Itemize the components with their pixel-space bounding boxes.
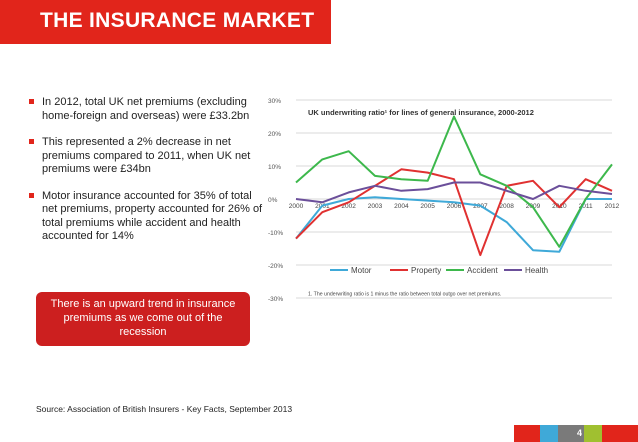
callout-box: There is an upward trend in insurance pr… (36, 292, 250, 346)
chart-title: UK underwriting ratio¹ for lines of gene… (308, 108, 534, 117)
series-line-motor (295, 196, 612, 253)
series-line-property (295, 168, 613, 257)
x-tick-label: 2003 (368, 203, 383, 210)
y-tick-label: 0% (268, 197, 278, 204)
x-tick-label: 2008 (499, 203, 514, 210)
chart-footnote: 1. The underwriting ratio is 1 minus the… (308, 291, 501, 297)
callout-text: There is an upward trend in insurance pr… (50, 298, 236, 338)
y-tick-label: 30% (268, 98, 281, 105)
slide-title: THE INSURANCE MARKET (40, 9, 315, 32)
x-tick-label: 2012 (605, 203, 620, 210)
footer-block (540, 425, 558, 442)
page-number: 4 (577, 428, 583, 438)
bullet-item: In 2012, total UK net premiums (excludin… (28, 96, 268, 123)
bullet-item: This represented a 2% decrease in net pr… (28, 136, 268, 177)
footer-block (514, 425, 540, 442)
x-tick-label: 2000 (289, 203, 304, 210)
y-tick-label: -10% (268, 230, 283, 237)
legend-label: Health (525, 266, 548, 275)
footer-block (558, 425, 584, 442)
x-tick-label: 2002 (341, 203, 356, 210)
legend-label: Accident (467, 266, 498, 275)
series-line-accident (295, 115, 613, 248)
y-tick-label: -20% (268, 263, 283, 270)
title-bar: THE INSURANCE MARKET (0, 0, 331, 44)
y-tick-label: 10% (268, 164, 281, 171)
x-tick-label: 2005 (420, 203, 435, 210)
bullet-list: In 2012, total UK net premiums (excludin… (28, 96, 268, 257)
x-tick-label: 2006 (447, 203, 462, 210)
series-line-health (295, 181, 613, 204)
footer-block (602, 425, 638, 442)
bullet-item: Motor insurance accounted for 35% of tot… (28, 190, 268, 244)
y-tick-label: -30% (268, 296, 283, 303)
source-citation: Source: Association of British Insurers … (36, 404, 293, 414)
legend-label: Property (411, 266, 441, 275)
x-tick-label: 2004 (394, 203, 409, 210)
legend-label: Motor (351, 266, 372, 275)
footer-block (584, 425, 602, 442)
y-tick-label: 20% (268, 131, 281, 138)
x-tick-label: 2011 (579, 203, 593, 210)
underwriting-ratio-chart: 30% 20% 10% 0% -10% -20% -30% UK underwriting r… (268, 98, 620, 303)
